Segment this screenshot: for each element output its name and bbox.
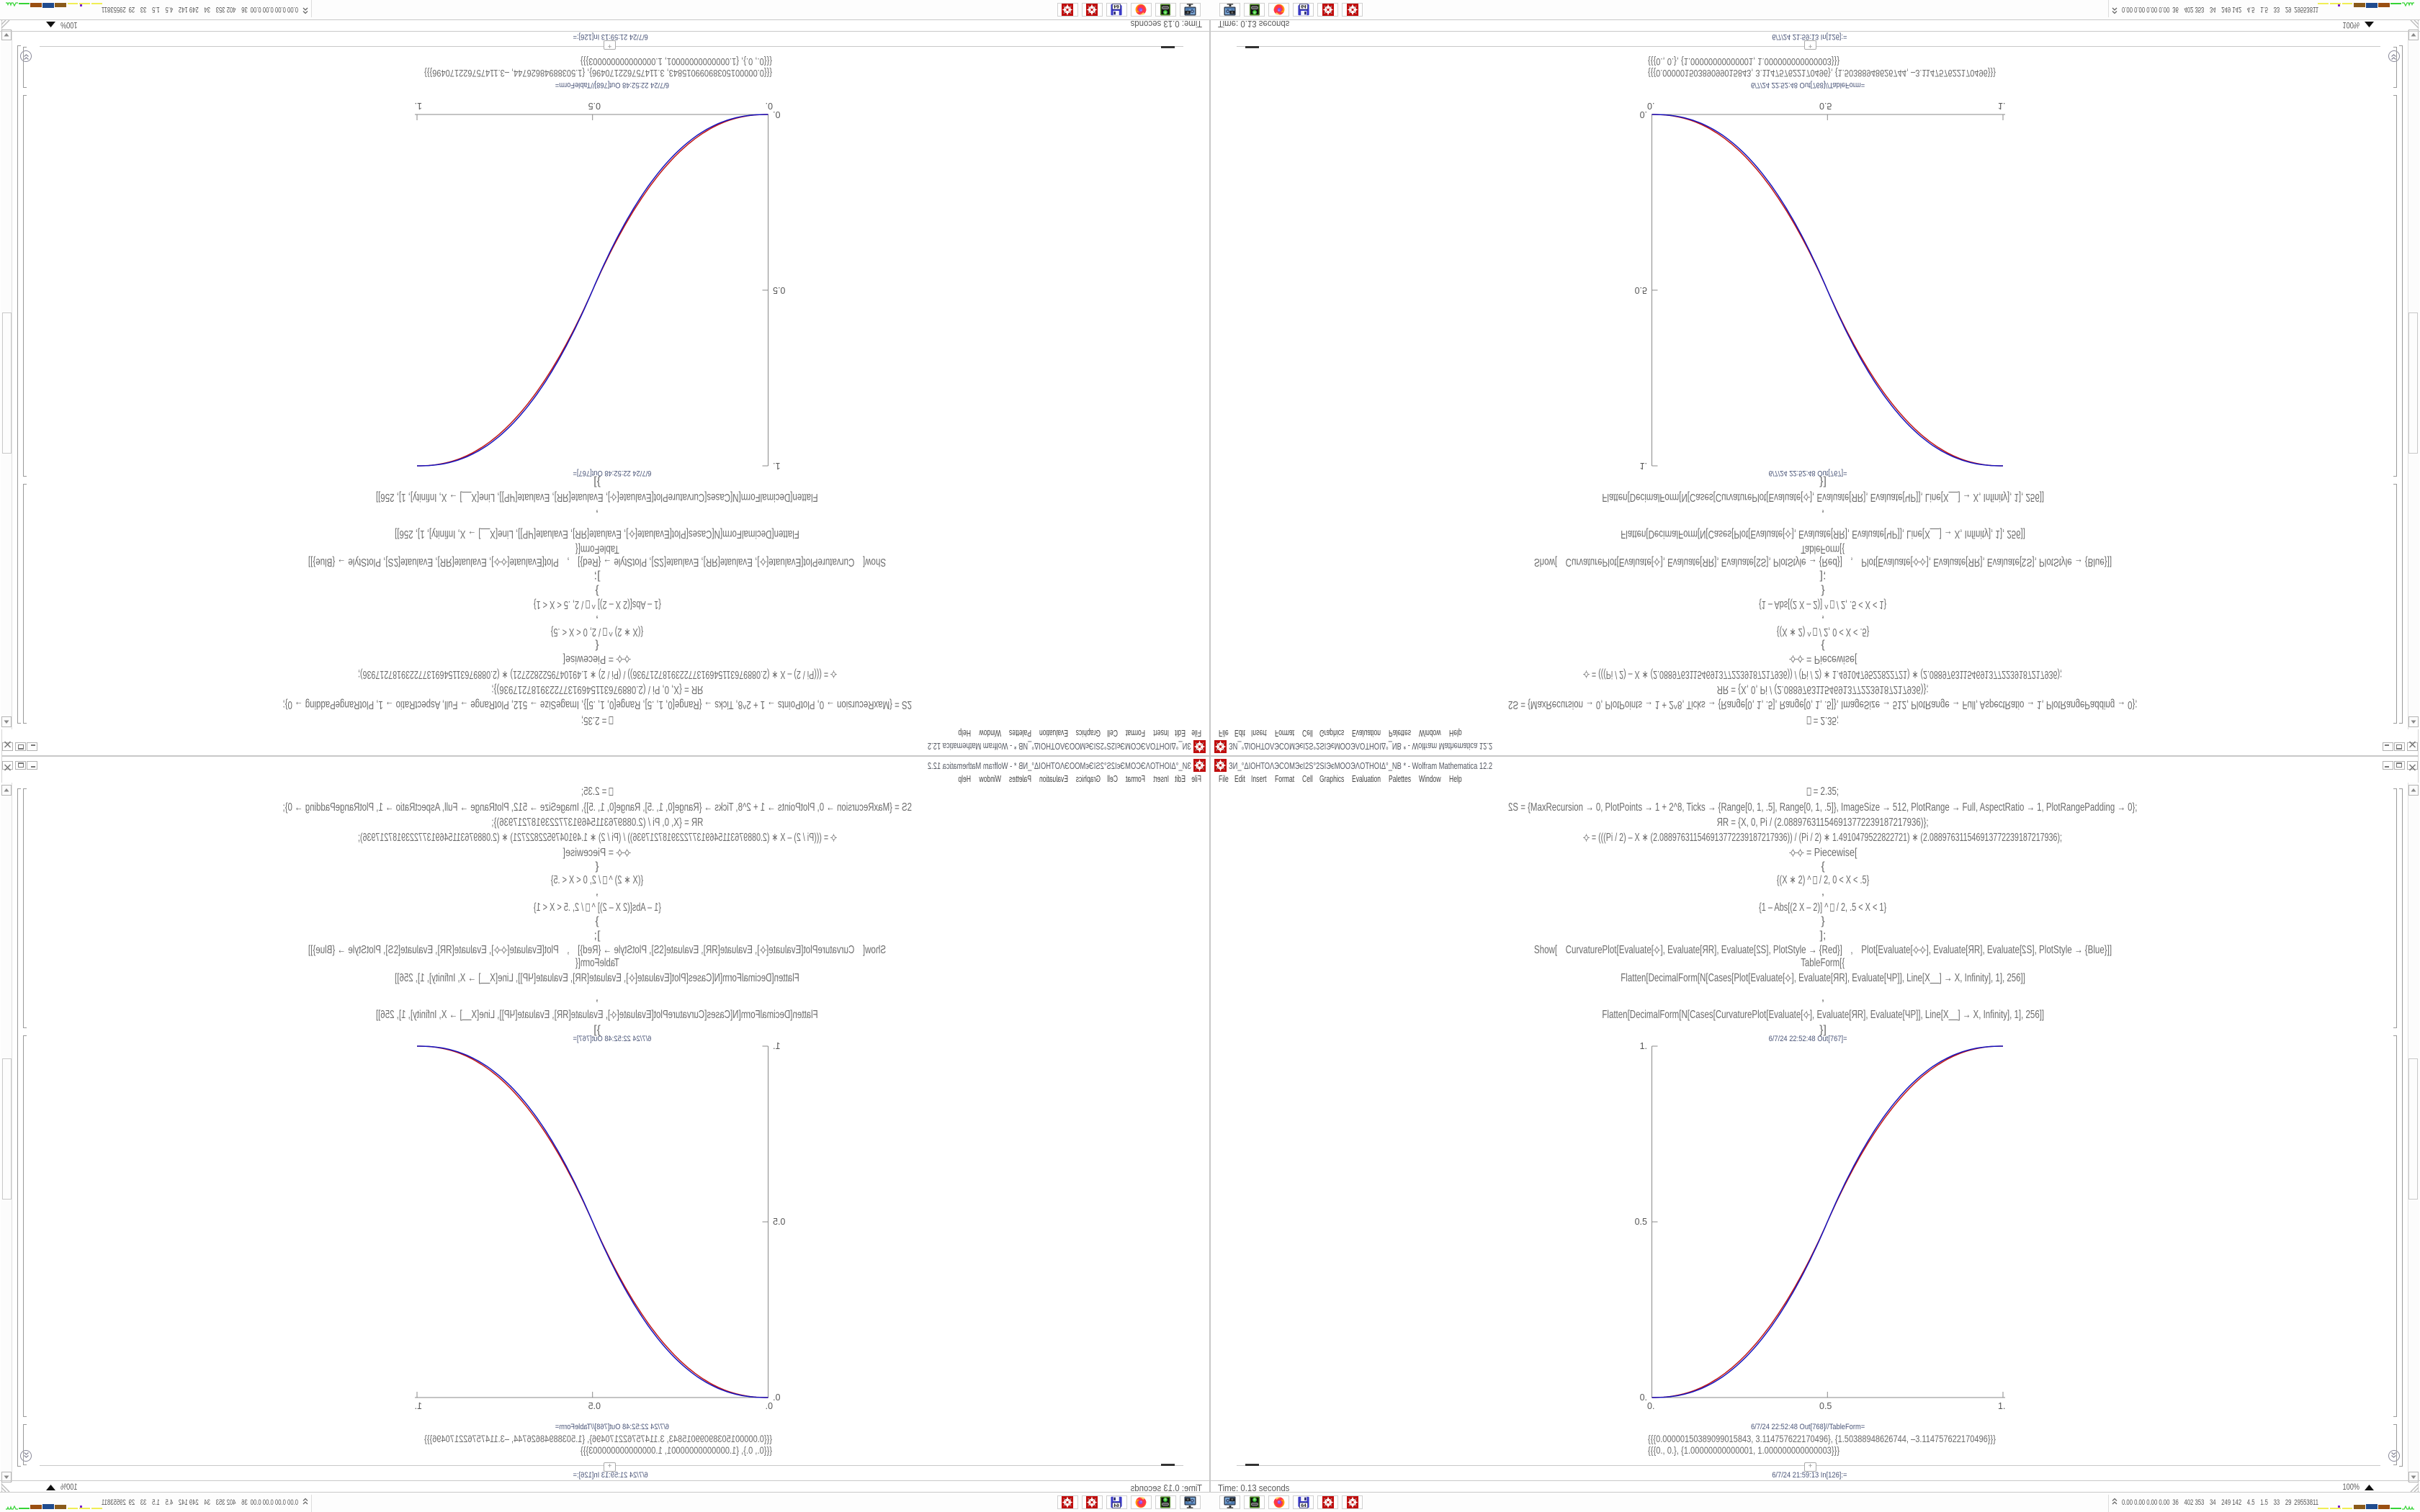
- svg-text:64: 64: [1113, 4, 1119, 9]
- svg-text:64: 64: [1113, 1503, 1119, 1508]
- svg-text:64: 64: [1301, 4, 1307, 9]
- svg-text:64: 64: [1301, 1503, 1307, 1508]
